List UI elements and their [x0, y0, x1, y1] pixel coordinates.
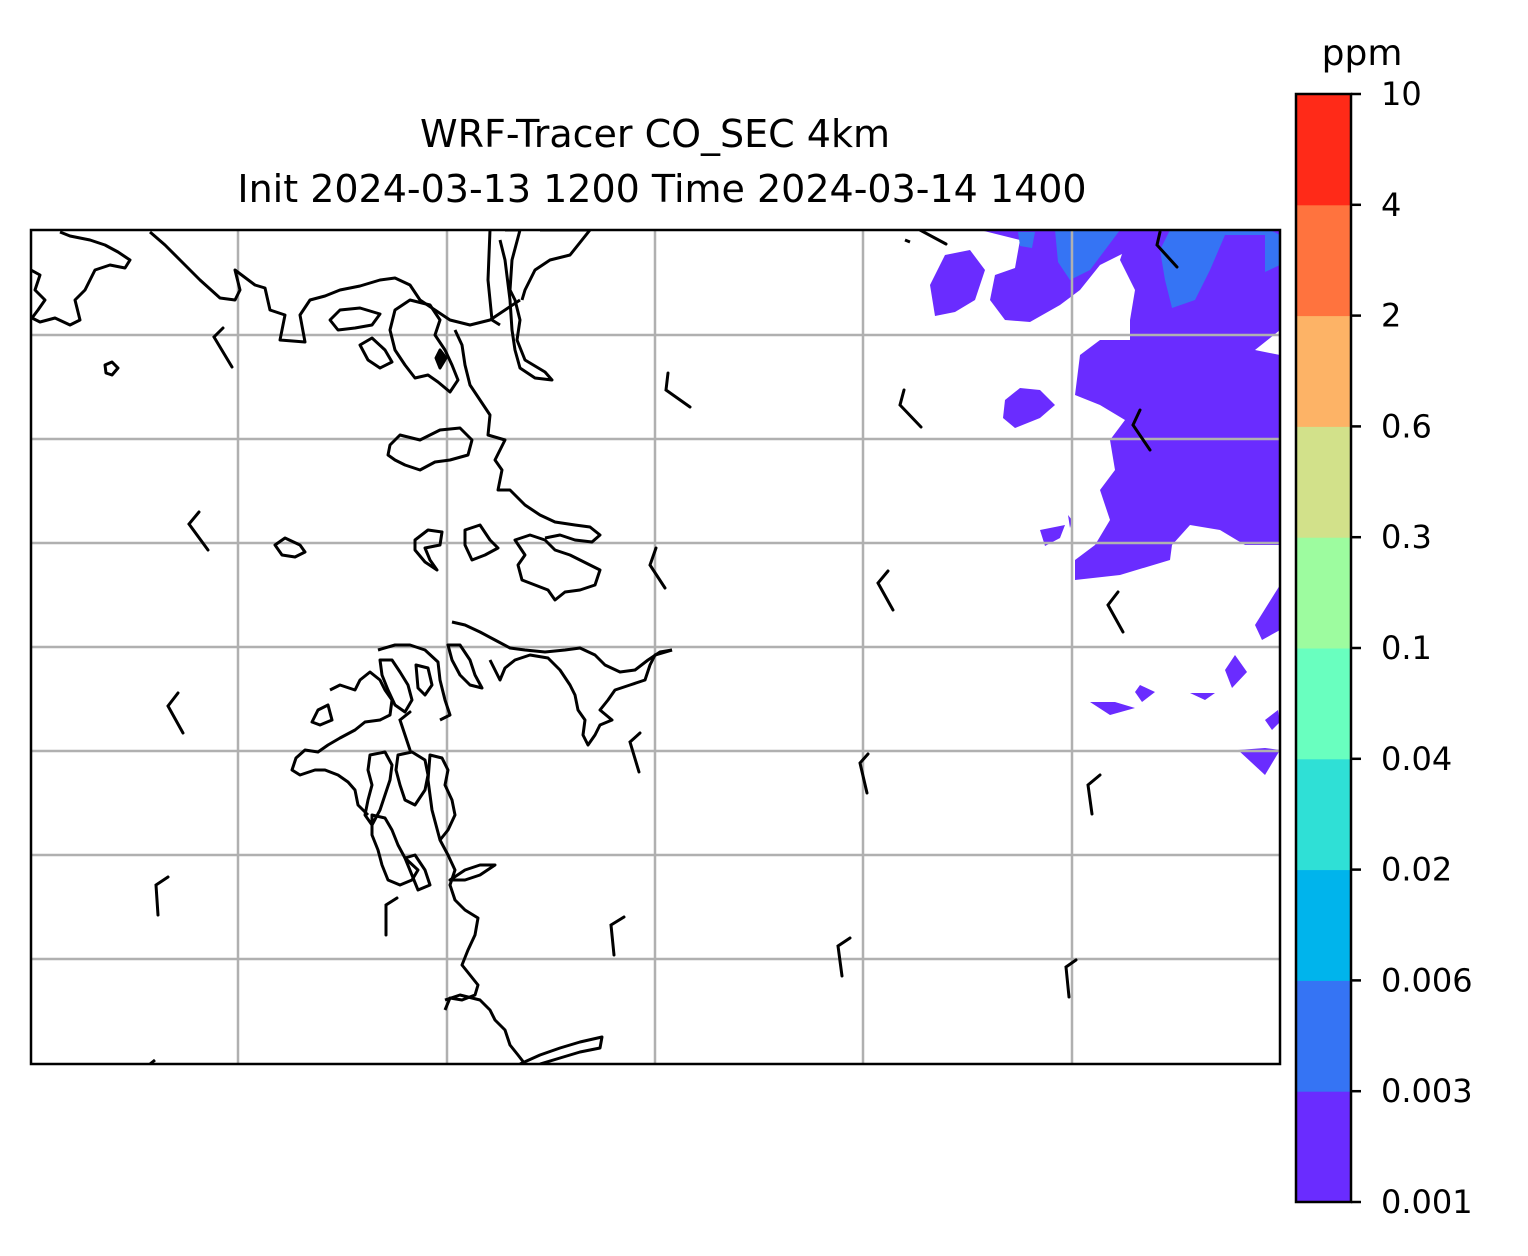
wind-barb	[187, 510, 210, 552]
map-gridlines	[31, 230, 1280, 1064]
wind-barbs	[154, 230, 1179, 999]
wind-barb	[836, 936, 852, 978]
colorbar-segment	[1296, 315, 1351, 427]
tracer-region-east	[1075, 230, 1280, 580]
wind-barb	[1086, 773, 1102, 816]
tracer-patch-small-2	[1068, 515, 1072, 528]
colorbar-tick-label: 0.3	[1381, 518, 1432, 556]
wind-barb	[1155, 230, 1179, 269]
tracer-patch-mid	[1003, 388, 1055, 428]
tracer-patch-southeast-4	[1135, 685, 1155, 702]
coastlines	[31, 230, 911, 1064]
wind-barb	[898, 388, 923, 429]
colorbar-tick-label: 0.04	[1381, 740, 1452, 778]
tracer-patch-southeast-3	[1090, 702, 1135, 715]
chart-title-line-2: Init 2024-03-13 1200 Time 2024-03-14 140…	[237, 167, 1086, 211]
wind-barb	[1106, 590, 1125, 634]
tracer-patch-southeast-5	[1190, 693, 1215, 700]
tracer-patch-northwest	[930, 250, 985, 316]
colorbar-tick-label: 4	[1381, 186, 1401, 224]
colorbar-tick-label: 2	[1381, 297, 1401, 335]
colorbar-segment	[1296, 869, 1351, 981]
colorbar-segment	[1296, 204, 1351, 317]
wind-barb	[648, 546, 667, 590]
map-panel	[29, 228, 1282, 1066]
co-tracer-field	[930, 230, 1280, 775]
tracer-patch-southeast-2	[1225, 655, 1247, 688]
wind-barb	[628, 731, 642, 774]
colorbar-tick-label: 0.001	[1381, 1183, 1473, 1221]
colorbar-units-label: ppm	[1322, 33, 1403, 74]
colorbar-tick-label: 0.003	[1381, 1072, 1473, 1110]
colorbar-ticks: 0.001 0.003 0.006 0.02 0.04 0.1 0.3 0.6 2 4 10	[1351, 75, 1473, 1221]
wind-barb	[166, 691, 185, 735]
colorbar-tick-label: 0.006	[1381, 961, 1473, 999]
wind-barb	[1131, 408, 1152, 452]
wind-barb	[876, 569, 895, 612]
wind-barb	[1064, 958, 1078, 999]
wind-barb	[154, 875, 170, 917]
wind-barb	[858, 752, 870, 795]
wind-barb	[212, 326, 234, 369]
colorbar-segment	[1296, 426, 1351, 538]
colorbar-tick-label: 0.1	[1381, 629, 1432, 667]
tracer-patch-southeast-1	[1255, 585, 1280, 640]
wind-barb	[384, 896, 399, 937]
map-frame	[29, 228, 1282, 1066]
tracer-region-higher-3	[1018, 232, 1035, 248]
colorbar-tick-label: 0.02	[1381, 851, 1452, 889]
wind-barb	[609, 915, 626, 957]
colorbar: ppm 0.001 0.003 0.006 0.02 0.04 0.1 0.3 0.6 2 4 10	[1294, 33, 1473, 1221]
chart-title-line-1: WRF-Tracer CO_SEC 4km	[420, 112, 890, 156]
colorbar-segment	[1296, 94, 1351, 206]
tracer-patch-southeast-7	[1238, 748, 1280, 775]
colorbar-frame	[1294, 92, 1353, 1204]
colorbar-segment	[1296, 648, 1351, 760]
colorbar-segment	[1296, 1091, 1351, 1203]
wind-barb	[918, 230, 948, 246]
colorbar-segment	[1296, 537, 1351, 649]
tracer-patch-southeast-6	[1265, 710, 1280, 730]
colorbar-tick-label: 0.6	[1381, 407, 1432, 445]
colorbar-segment	[1296, 980, 1351, 1092]
wind-barb	[398, 710, 412, 752]
wind-barb	[664, 371, 692, 409]
tracer-region-higher-1	[1160, 230, 1280, 308]
colorbar-tick-label: 10	[1381, 75, 1422, 113]
colorbar-segments	[1296, 94, 1351, 1203]
tracer-patch-small-1	[1040, 525, 1065, 546]
colorbar-segment	[1296, 758, 1351, 871]
